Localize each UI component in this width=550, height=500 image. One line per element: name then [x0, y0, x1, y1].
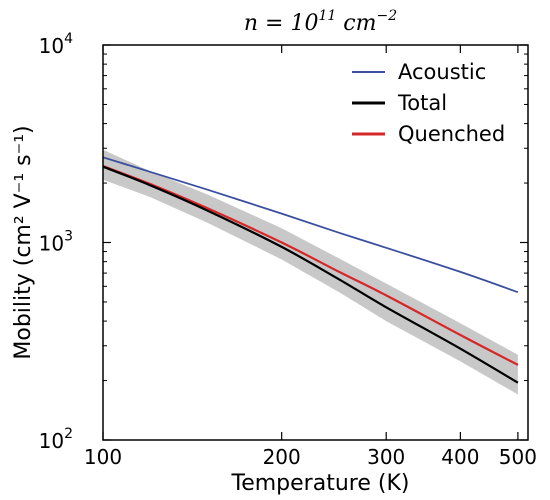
y-tick-label: 103: [39, 229, 73, 256]
legend: Acoustic Total Quenched: [352, 60, 505, 146]
series-line-quenched: [102, 164, 519, 366]
x-tick-label: 400: [441, 445, 479, 469]
series-line-total: [102, 165, 519, 384]
x-tick-label: 200: [263, 445, 301, 469]
uncertainty-band: [103, 149, 518, 395]
x-tick-label: 100: [84, 445, 122, 469]
x-axis-label: Temperature (K): [231, 471, 410, 496]
series-layer: [102, 156, 519, 384]
legend-label-total: Total: [397, 91, 447, 115]
plot-frame: [102, 44, 529, 441]
y-axis-label: Mobility (cm² V⁻¹ s⁻¹): [11, 125, 36, 359]
x-tick-label: 500: [499, 445, 537, 469]
legend-label-acoustic: Acoustic: [398, 60, 486, 84]
x-tick-label: 300: [367, 445, 405, 469]
y-tick-label: 102: [39, 426, 73, 453]
y-tick-label: 104: [39, 31, 73, 58]
series-line-acoustic: [102, 156, 519, 294]
ticks-layer: 100 200 300 400 500 102 103 104: [39, 31, 537, 469]
uncertainty-band-layer: [103, 149, 518, 395]
legend-label-quenched: Quenched: [398, 122, 505, 146]
chart-title: n = 1011 cm−2: [244, 8, 397, 36]
